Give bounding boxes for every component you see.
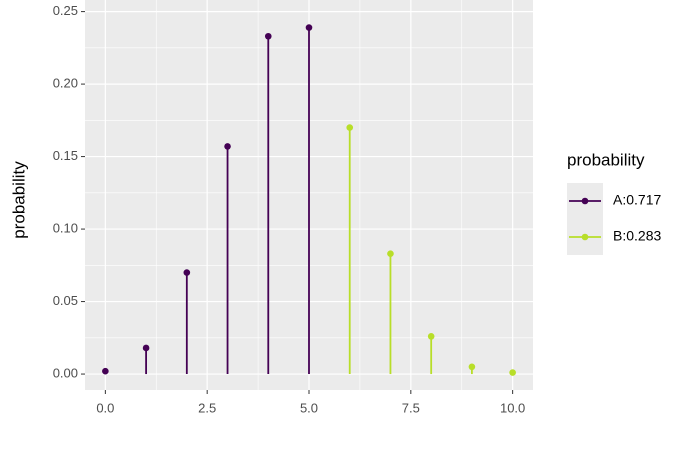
legend-label: B:0.283 — [613, 228, 661, 244]
y-tick-label: 0.05 — [53, 293, 78, 308]
x-tick-label: 5.0 — [300, 400, 318, 415]
point — [387, 250, 394, 258]
legend-title: probability — [567, 150, 645, 169]
legend-key-point — [581, 233, 589, 241]
y-tick-label: 0.25 — [53, 3, 78, 18]
y-axis-label: probability — [9, 161, 28, 239]
point — [102, 367, 109, 375]
point — [305, 24, 313, 31]
point — [468, 363, 476, 371]
point — [509, 369, 516, 376]
y-tick-label: 0.15 — [53, 148, 78, 163]
x-tick-label: 2.5 — [198, 400, 216, 415]
point — [224, 143, 231, 150]
legend-label: A:0.717 — [613, 192, 661, 208]
point — [346, 124, 354, 131]
point — [264, 32, 272, 40]
point — [183, 269, 191, 276]
x-tick-label: 7.5 — [402, 400, 420, 415]
x-tick-label: 10.0 — [500, 400, 525, 415]
y-tick-label: 0.00 — [53, 365, 78, 380]
legend-key-background — [567, 183, 603, 255]
y-tick-label: 0.10 — [53, 221, 78, 236]
legend-key-point — [581, 197, 589, 205]
point — [142, 344, 150, 352]
y-tick-label: 0.20 — [53, 76, 78, 91]
x-tick-label: 0.0 — [96, 400, 114, 415]
point — [427, 333, 435, 340]
